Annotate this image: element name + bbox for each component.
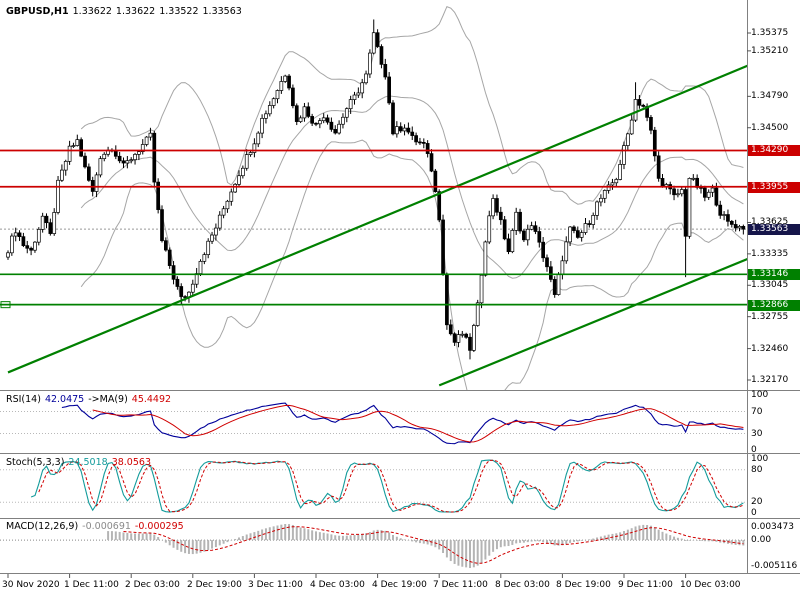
rsi-panel xyxy=(0,402,747,445)
bollinger-lower xyxy=(80,139,744,390)
stoch-d-line xyxy=(38,459,744,513)
stoch-panel xyxy=(0,459,747,513)
rsi-line xyxy=(61,402,744,445)
trend-line-2[interactable] xyxy=(438,251,766,387)
panel-frame xyxy=(0,0,800,578)
bollinger-middle xyxy=(80,95,744,279)
main-chart-panel xyxy=(0,5,766,390)
line-anchor-marker[interactable] xyxy=(0,301,11,309)
candles xyxy=(6,19,746,360)
trend-line-1[interactable] xyxy=(7,60,763,374)
macd-panel xyxy=(0,524,747,568)
rsi-ma-line xyxy=(92,404,744,443)
macd-signal-line xyxy=(123,526,744,564)
bollinger-bands xyxy=(80,5,744,390)
bollinger-upper xyxy=(80,5,744,205)
macd-histogram xyxy=(107,524,745,568)
